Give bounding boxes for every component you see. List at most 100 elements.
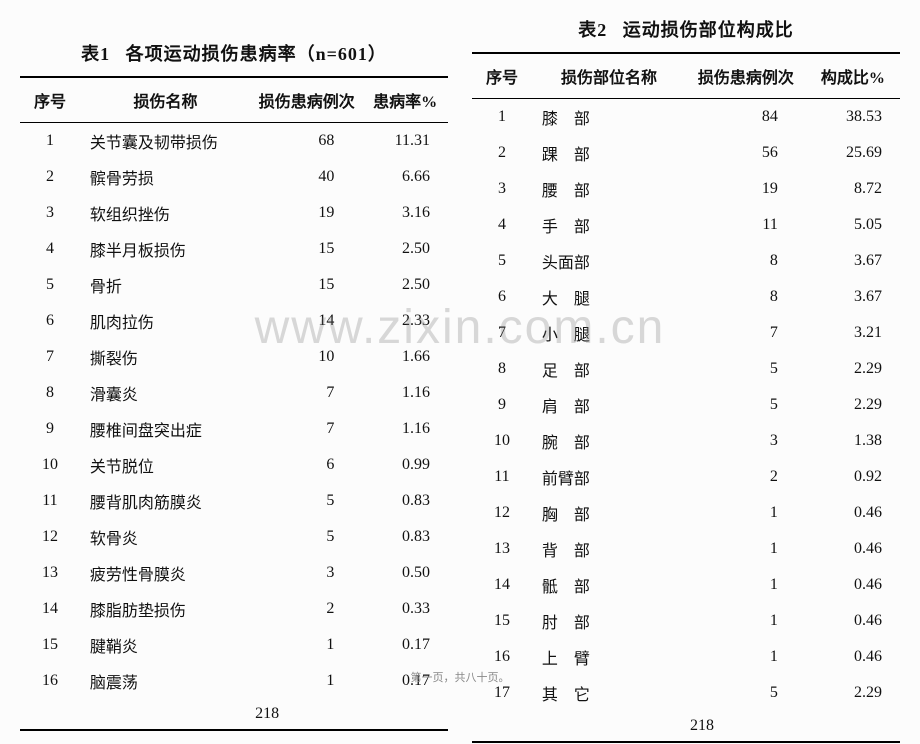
table-row: 4膝半月板损伤152.50: [20, 231, 448, 267]
left-name: 髌骨劳损: [80, 159, 251, 195]
table-row: 2髌骨劳损406.66: [20, 159, 448, 195]
left-rate: 0.83: [362, 519, 448, 555]
left-rate: 11.31: [362, 123, 448, 159]
right-cnt: 7: [686, 315, 806, 351]
table-row: 10腕 部31.38: [472, 423, 900, 459]
left-seq: 2: [20, 159, 80, 195]
right-seq: 12: [472, 495, 532, 531]
table-row: 7小 腿73.21: [472, 315, 900, 351]
right-name: 踝 部: [532, 135, 686, 171]
left-cnt: 68: [251, 123, 362, 159]
table-row: 9肩 部52.29: [472, 387, 900, 423]
table-row: 14骶 部10.46: [472, 567, 900, 603]
right-seq: 5: [472, 243, 532, 279]
left-name: 肌肉拉伤: [80, 303, 251, 339]
right-name: 背 部: [532, 531, 686, 567]
table1-total-row: 218: [20, 699, 448, 730]
table-row: 4手 部115.05: [472, 207, 900, 243]
table2-header-row: 序号 损伤部位名称 损伤患病例次 构成比%: [472, 53, 900, 99]
left-cnt: 7: [251, 375, 362, 411]
right-seq: 6: [472, 279, 532, 315]
table-row: 15肘 部10.46: [472, 603, 900, 639]
right-seq: 10: [472, 423, 532, 459]
left-seq: 3: [20, 195, 80, 231]
left-seq: 1: [20, 123, 80, 159]
right-rate: 2.29: [806, 351, 900, 387]
right-rate: 3.21: [806, 315, 900, 351]
left-name: 腰椎间盘突出症: [80, 411, 251, 447]
table2-total-row: 218: [472, 711, 900, 742]
left-rate: 2.50: [362, 231, 448, 267]
left-seq: 4: [20, 231, 80, 267]
left-name: 膝脂肪垫损伤: [80, 591, 251, 627]
right-name: 头面部: [532, 243, 686, 279]
left-name: 关节脱位: [80, 447, 251, 483]
left-rate: 0.50: [362, 555, 448, 591]
right-cnt: 1: [686, 495, 806, 531]
right-name: 肘 部: [532, 603, 686, 639]
right-name: 膝 部: [532, 99, 686, 135]
right-name: 骶 部: [532, 567, 686, 603]
right-cnt: 1: [686, 603, 806, 639]
left-rate: 1.66: [362, 339, 448, 375]
table-row: 2踝 部5625.69: [472, 135, 900, 171]
left-seq: 12: [20, 519, 80, 555]
left-seq: 13: [20, 555, 80, 591]
table1-h1: 序号: [20, 77, 80, 123]
left-cnt: 5: [251, 519, 362, 555]
left-name: 软骨炎: [80, 519, 251, 555]
left-name: 滑囊炎: [80, 375, 251, 411]
left-seq: 14: [20, 591, 80, 627]
left-rate: 0.83: [362, 483, 448, 519]
table-row: 12软骨炎50.83: [20, 519, 448, 555]
right-rate: 0.46: [806, 495, 900, 531]
right-name: 足 部: [532, 351, 686, 387]
left-rate: 2.33: [362, 303, 448, 339]
table2-h4: 构成比%: [806, 53, 900, 99]
right-rate: 3.67: [806, 279, 900, 315]
right-seq: 2: [472, 135, 532, 171]
table-row: 5骨折152.50: [20, 267, 448, 303]
table1: 序号 损伤名称 损伤患病例次 患病率% 1关节囊及韧带损伤6811.312髌骨劳…: [20, 76, 448, 731]
left-cnt: 15: [251, 267, 362, 303]
table-row: 3腰 部198.72: [472, 171, 900, 207]
left-name: 撕裂伤: [80, 339, 251, 375]
right-name: 胸 部: [532, 495, 686, 531]
table-row: 15腱鞘炎10.17: [20, 627, 448, 663]
table-row: 8滑囊炎71.16: [20, 375, 448, 411]
table1-column: 表1 各项运动损伤患病率（n=601） 序号 损伤名称 损伤患病例次 患病率% …: [20, 10, 448, 743]
left-cnt: 7: [251, 411, 362, 447]
left-seq: 5: [20, 267, 80, 303]
right-seq: 1: [472, 99, 532, 135]
table-row: 13背 部10.46: [472, 531, 900, 567]
table-row: 5头面部83.67: [472, 243, 900, 279]
left-seq: 7: [20, 339, 80, 375]
table-row: 11腰背肌肉筋膜炎50.83: [20, 483, 448, 519]
table1-h3: 损伤患病例次: [251, 77, 362, 123]
right-cnt: 2: [686, 459, 806, 495]
table1-h2: 损伤名称: [80, 77, 251, 123]
left-seq: 10: [20, 447, 80, 483]
right-seq: 3: [472, 171, 532, 207]
table2-h1: 序号: [472, 53, 532, 99]
right-rate: 38.53: [806, 99, 900, 135]
left-seq: 11: [20, 483, 80, 519]
right-seq: 14: [472, 567, 532, 603]
right-cnt: 3: [686, 423, 806, 459]
left-cnt: 14: [251, 303, 362, 339]
right-cnt: 1: [686, 531, 806, 567]
left-name: 软组织挫伤: [80, 195, 251, 231]
right-cnt: 8: [686, 279, 806, 315]
right-rate: 5.05: [806, 207, 900, 243]
right-rate: 0.46: [806, 531, 900, 567]
table1-caption-label: 表1: [81, 44, 110, 64]
left-seq: 6: [20, 303, 80, 339]
right-cnt: 56: [686, 135, 806, 171]
right-seq: 9: [472, 387, 532, 423]
left-rate: 1.16: [362, 375, 448, 411]
table1-caption-title: 各项运动损伤患病率（n=601）: [126, 44, 387, 64]
right-seq: 7: [472, 315, 532, 351]
left-name: 腱鞘炎: [80, 627, 251, 663]
table-row: 6大 腿83.67: [472, 279, 900, 315]
table-row: 8足 部52.29: [472, 351, 900, 387]
